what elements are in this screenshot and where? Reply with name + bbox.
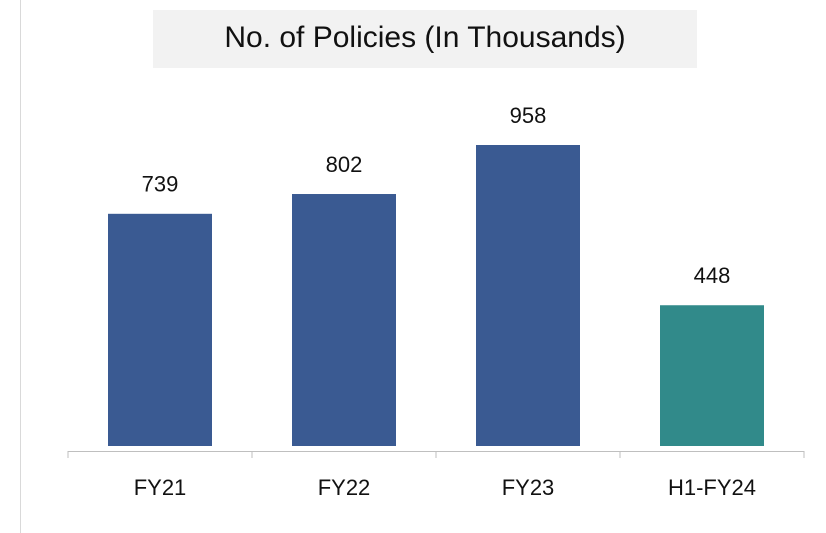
value-label: 802 (326, 152, 363, 177)
x-tick-label: FY23 (502, 475, 555, 500)
value-label: 739 (142, 172, 179, 197)
x-tick-label: FY21 (134, 475, 187, 500)
bar (476, 145, 580, 446)
bar (108, 213, 212, 446)
chart-title: No. of Policies (In Thousands) (224, 21, 625, 54)
x-tick-label: H1-FY24 (668, 475, 756, 500)
value-label: 448 (694, 263, 731, 288)
value-label: 958 (510, 103, 547, 128)
bar (292, 194, 396, 446)
bar (660, 305, 764, 446)
title-box (153, 10, 697, 68)
x-tick-label: FY22 (318, 475, 371, 500)
